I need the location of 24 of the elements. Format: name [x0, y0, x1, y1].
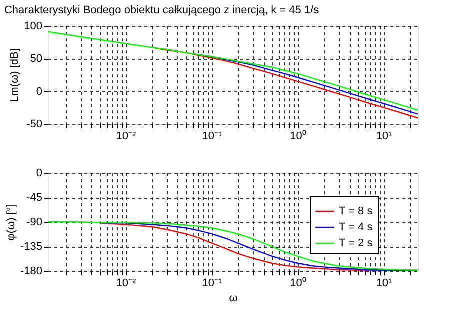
x-tick-label: 10⁻²	[116, 130, 136, 142]
y-tick-label: -135	[20, 241, 42, 253]
y-tick-label: -50	[26, 118, 42, 130]
y-axis-title: Lm(ω) [dB]	[9, 48, 22, 102]
x-tick-label: 10¹	[376, 278, 393, 290]
legend-label: T = 8 s	[339, 206, 374, 218]
y-tick-label: 50	[30, 53, 42, 66]
x-tick-label: 10⁻²	[116, 278, 136, 290]
x-tick-label: 10⁰	[290, 276, 306, 290]
x-tick-label: 10⁻¹	[202, 278, 222, 290]
x-tick-label: 10⁰	[290, 130, 306, 142]
y-tick-label: 100	[24, 20, 42, 32]
x-tick-label: 10⁻¹	[202, 130, 222, 142]
y-tick-label: -180	[20, 266, 42, 278]
y-tick-label: -45	[26, 192, 42, 204]
legend-label: T = 2 s	[339, 238, 374, 250]
legend-label: T = 4 s	[339, 222, 374, 234]
y-tick-label: 0	[36, 86, 42, 98]
chart-title: Charakterystyki Bodego obiektu całkującego z inercją, k = 45 1/s	[4, 4, 320, 16]
x-axis-title: ω	[229, 292, 238, 304]
y-axis-title: φ(ω) [°]	[5, 204, 18, 241]
x-tick-label: 10¹	[376, 130, 393, 142]
y-tick-label: -90	[26, 216, 42, 228]
y-tick-label: 0	[36, 168, 42, 180]
